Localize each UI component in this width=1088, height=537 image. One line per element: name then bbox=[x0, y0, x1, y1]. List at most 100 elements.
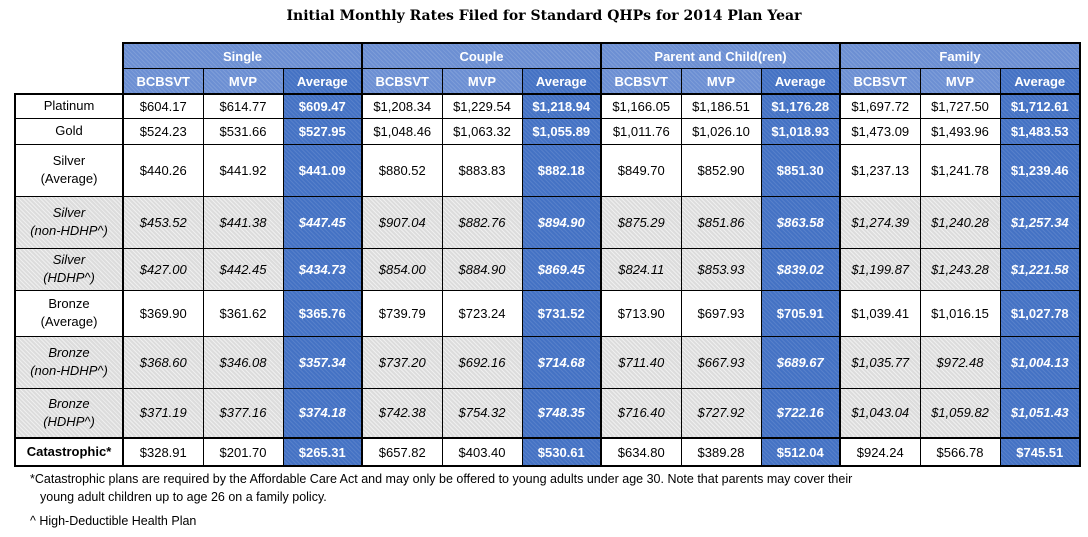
rate-cell: $634.80 bbox=[600, 437, 682, 467]
rate-cell: $697.93 bbox=[680, 289, 762, 337]
average-cell: $722.16 bbox=[760, 387, 841, 439]
rate-cell: $727.92 bbox=[680, 387, 762, 439]
rate-cell: $1,274.39 bbox=[839, 195, 921, 249]
subheader-parent-and-child-ren-mvp: MVP bbox=[680, 68, 762, 95]
rate-cell: $369.90 bbox=[122, 289, 204, 337]
group-header-row: Single Couple Parent and Child(ren) Family bbox=[15, 42, 1081, 69]
rate-cell: $1,166.05 bbox=[600, 93, 682, 119]
rate-cell: $716.40 bbox=[600, 387, 682, 439]
average-cell: $609.47 bbox=[282, 93, 363, 119]
row-label: Gold bbox=[14, 117, 124, 145]
average-cell: $731.52 bbox=[521, 289, 602, 337]
average-cell: $863.58 bbox=[760, 195, 841, 249]
rate-cell: $368.60 bbox=[122, 335, 204, 389]
average-cell: $1,027.78 bbox=[999, 289, 1081, 337]
subheader-family-average: Average bbox=[999, 68, 1081, 95]
rate-cell: $1,493.96 bbox=[919, 117, 1001, 145]
average-cell: $1,218.94 bbox=[521, 93, 602, 119]
corner-cell bbox=[15, 69, 123, 95]
group-header-couple: Couple bbox=[361, 42, 602, 69]
rate-cell: $1,039.41 bbox=[839, 289, 921, 337]
table-row: Bronze (HDHP^) $371.19 $377.16 $374.18 $742.3… bbox=[14, 387, 1081, 439]
average-cell: $357.34 bbox=[282, 335, 363, 389]
rates-table: Single Couple Parent and Child(ren) Family B… bbox=[14, 42, 1081, 467]
rate-cell: $201.70 bbox=[202, 437, 284, 467]
rate-cell: $1,241.78 bbox=[919, 143, 1001, 197]
row-label-line: Silver bbox=[52, 205, 86, 220]
group-header-family: Family bbox=[839, 42, 1081, 69]
rate-cell: $442.45 bbox=[202, 247, 284, 291]
average-cell: $1,483.53 bbox=[999, 117, 1081, 145]
row-label: Silver (HDHP^) bbox=[14, 247, 124, 291]
rate-cell: $754.32 bbox=[441, 387, 523, 439]
rate-cell: $441.92 bbox=[202, 143, 284, 197]
rate-cell: $692.16 bbox=[441, 335, 523, 389]
rate-cell: $1,473.09 bbox=[839, 117, 921, 145]
average-cell: $441.09 bbox=[282, 143, 363, 197]
row-label: Catastrophic* bbox=[14, 437, 124, 467]
subheader-parent-and-child-ren-bcbsvt: BCBSVT bbox=[600, 68, 682, 95]
subheader-couple-average: Average bbox=[521, 68, 602, 95]
average-cell: $434.73 bbox=[282, 247, 363, 291]
average-cell: $839.02 bbox=[760, 247, 841, 291]
rate-cell: $1,229.54 bbox=[441, 93, 523, 119]
average-cell: $1,018.93 bbox=[760, 117, 841, 145]
rate-cell: $667.93 bbox=[680, 335, 762, 389]
row-label-line: (HDHP^) bbox=[43, 270, 95, 285]
rate-cell: $924.24 bbox=[839, 437, 921, 467]
average-cell: $374.18 bbox=[282, 387, 363, 439]
rate-cell: $1,043.04 bbox=[839, 387, 921, 439]
rate-cell: $851.86 bbox=[680, 195, 762, 249]
rate-cell: $1,208.34 bbox=[361, 93, 443, 119]
average-cell: $530.61 bbox=[521, 437, 602, 467]
rate-cell: $361.62 bbox=[202, 289, 284, 337]
rate-cell: $737.20 bbox=[361, 335, 443, 389]
footnote-catastrophic-2: young adult children up to age 26 on a f… bbox=[40, 490, 327, 504]
rate-cell: $441.38 bbox=[202, 195, 284, 249]
table-row: Silver (HDHP^) $427.00 $442.45 $434.73 $854.0… bbox=[14, 247, 1081, 291]
rate-cell: $531.66 bbox=[202, 117, 284, 145]
row-label-line: (non-HDHP^) bbox=[30, 223, 108, 238]
rate-cell: $614.77 bbox=[202, 93, 284, 119]
rate-cell: $849.70 bbox=[600, 143, 682, 197]
row-label-line: Bronze bbox=[48, 345, 90, 360]
rate-cell: $713.90 bbox=[600, 289, 682, 337]
row-label-line: (Average) bbox=[40, 314, 98, 329]
rate-cell: $1,035.77 bbox=[839, 335, 921, 389]
average-cell: $1,051.43 bbox=[999, 387, 1081, 439]
rate-cell: $711.40 bbox=[600, 335, 682, 389]
rate-cell: $1,237.13 bbox=[839, 143, 921, 197]
rate-cell: $389.28 bbox=[680, 437, 762, 467]
average-cell: $705.91 bbox=[760, 289, 841, 337]
rate-cell: $440.26 bbox=[122, 143, 204, 197]
average-cell: $882.18 bbox=[521, 143, 602, 197]
subheader-single-mvp: MVP bbox=[202, 68, 284, 95]
average-cell: $512.04 bbox=[760, 437, 841, 467]
footnote-catastrophic-1: *Catastrophic plans are required by the … bbox=[30, 472, 853, 486]
row-label: Bronze (HDHP^) bbox=[14, 387, 124, 439]
footnote-hdhp: ^ High-Deductible Health Plan bbox=[30, 514, 197, 528]
subheader-couple-mvp: MVP bbox=[441, 68, 523, 95]
average-cell: $1,239.46 bbox=[999, 143, 1081, 197]
table-row: Silver (Average) $440.26 $441.92 $441.09 $880… bbox=[14, 143, 1081, 197]
rate-cell: $972.48 bbox=[919, 335, 1001, 389]
rate-cell: $1,059.82 bbox=[919, 387, 1001, 439]
rate-cell: $604.17 bbox=[122, 93, 204, 119]
row-label: Platinum bbox=[14, 93, 124, 119]
rate-cell: $853.93 bbox=[680, 247, 762, 291]
average-cell: $869.45 bbox=[521, 247, 602, 291]
table-row: Silver (non-HDHP^) $453.52 $441.38 $447.45 $9… bbox=[14, 195, 1081, 249]
rate-cell: $852.90 bbox=[680, 143, 762, 197]
table-row: Catastrophic* $328.91 $201.70 $265.31 $657.8… bbox=[14, 437, 1081, 467]
subheader-family-mvp: MVP bbox=[919, 68, 1001, 95]
rate-cell: $739.79 bbox=[361, 289, 443, 337]
average-cell: $748.35 bbox=[521, 387, 602, 439]
row-label-line: Silver bbox=[52, 153, 86, 168]
average-cell: $1,712.61 bbox=[999, 93, 1081, 119]
average-cell: $265.31 bbox=[282, 437, 363, 467]
rate-cell: $1,016.15 bbox=[919, 289, 1001, 337]
rate-cell: $1,011.76 bbox=[600, 117, 682, 145]
rate-cell: $742.38 bbox=[361, 387, 443, 439]
table-row: Platinum $604.17 $614.77 $609.47 $1,208.34 $1… bbox=[14, 93, 1081, 119]
group-header-single: Single bbox=[122, 42, 363, 69]
